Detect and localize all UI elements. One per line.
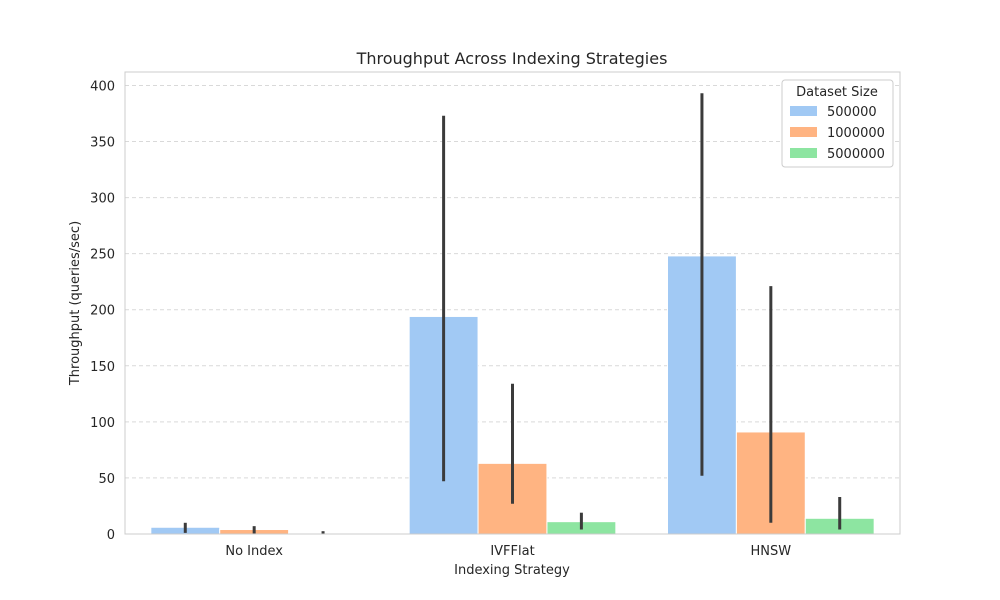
x-tick-label: HNSW	[751, 544, 792, 559]
legend-box	[781, 79, 894, 168]
y-tick-label: 250	[90, 248, 115, 263]
error-bars-layer	[183, 93, 842, 534]
x-ticks: No Index IVFFlat HNSW	[225, 544, 791, 559]
legend-label: 1000000	[827, 126, 885, 141]
y-ticks: 0 50 100 150 200 250 300 350 400	[90, 79, 115, 543]
plot-frame	[124, 71, 901, 535]
x-tick-label: IVFFlat	[490, 544, 534, 559]
y-tick-label: 100	[90, 416, 115, 431]
legend-swatch	[790, 148, 817, 158]
x-axis-label: Indexing Strategy	[454, 563, 570, 578]
y-tick-label: 300	[90, 192, 115, 207]
chart-title: Throughput Across Indexing Strategies	[356, 49, 668, 68]
y-tick-label: 150	[90, 360, 115, 375]
legend-items: 500000 1000000 5000000	[790, 105, 885, 162]
legend: Dataset Size 500000 1000000 5000000	[781, 79, 894, 168]
y-tick-label: 0	[107, 528, 115, 543]
y-tick-label: 50	[98, 472, 115, 487]
legend-label: 500000	[827, 105, 877, 120]
y-axis-label: Throughput (queries/sec)	[68, 221, 83, 386]
legend-title: Dataset Size	[796, 85, 878, 100]
y-tick-label: 350	[90, 136, 115, 151]
legend-swatch	[790, 127, 817, 137]
legend-label: 5000000	[827, 147, 885, 162]
legend-swatch	[790, 106, 817, 116]
y-tick-label: 400	[90, 79, 115, 94]
grid-layer	[125, 84, 900, 535]
x-tick-label: No Index	[225, 544, 283, 559]
y-tick-label: 200	[90, 304, 115, 319]
